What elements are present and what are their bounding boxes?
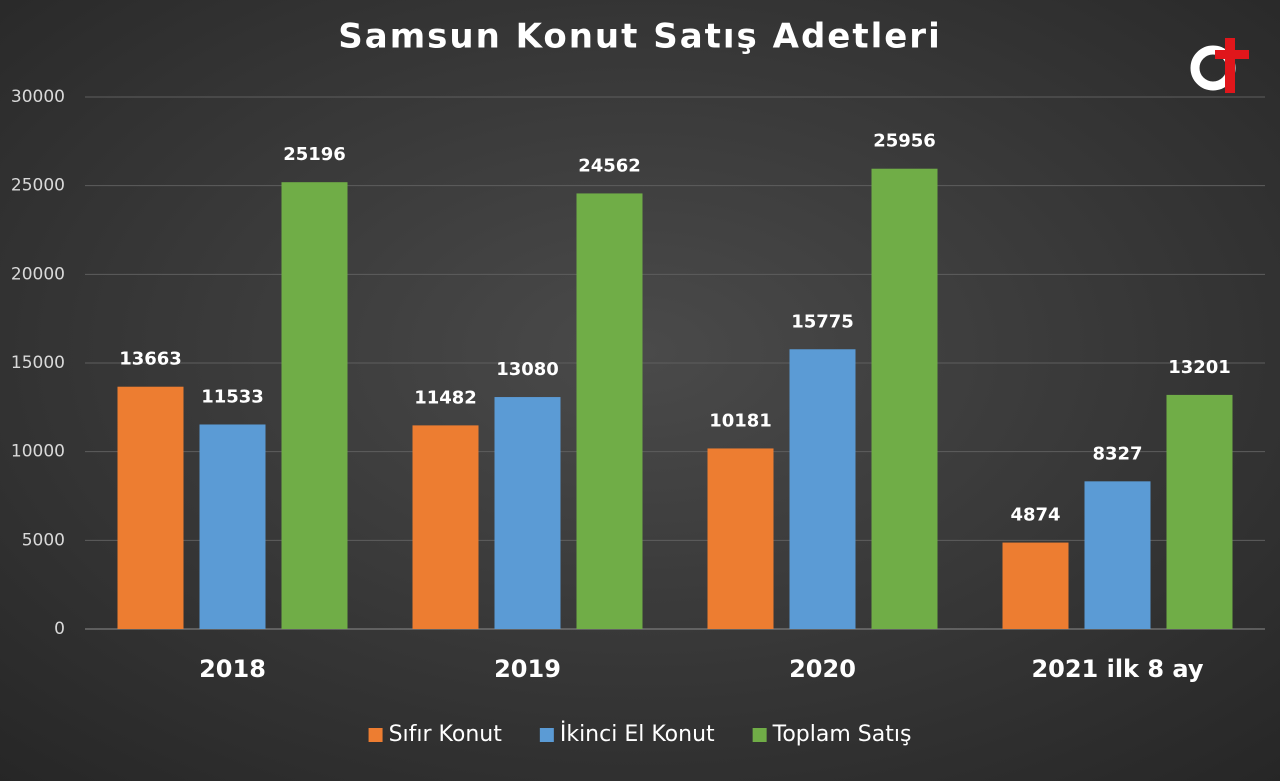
legend-label: Toplam Satış [772, 722, 912, 747]
legend-swatch [368, 728, 383, 742]
y-tick-label: 20000 [11, 264, 65, 284]
x-tick-label: 2019 [494, 655, 561, 683]
value-label: 13080 [496, 359, 559, 380]
x-tick-label: 2021 ilk 8 ay [1031, 655, 1203, 683]
value-label: 11482 [414, 387, 477, 408]
bar [117, 386, 184, 629]
y-tick-label: 5000 [22, 530, 65, 550]
bar [1166, 394, 1233, 629]
y-tick-label: 15000 [11, 353, 65, 373]
value-label: 13663 [119, 349, 182, 370]
y-tick-label: 10000 [11, 442, 65, 462]
bar [789, 349, 856, 629]
y-tick-label: 0 [54, 619, 65, 639]
chart-title: Samsun Konut Satış Adetleri [338, 17, 941, 57]
value-label: 24562 [578, 155, 641, 176]
value-label: 25956 [873, 131, 936, 152]
bar [412, 425, 479, 629]
legend-label: Sıfır Konut [389, 722, 503, 747]
value-label: 15775 [791, 311, 854, 332]
logo-bar [1225, 38, 1235, 93]
bar [199, 424, 266, 629]
value-label: 13201 [1168, 357, 1231, 378]
value-label: 11533 [201, 386, 264, 407]
bar [576, 193, 643, 629]
legend-label: İkinci El Konut [560, 721, 715, 747]
logo [1190, 38, 1249, 93]
y-tick-label: 30000 [11, 87, 65, 107]
bar [281, 182, 348, 630]
value-label: 25196 [283, 144, 346, 165]
logo-cross [1215, 50, 1249, 59]
bar [494, 397, 561, 629]
legend-swatch [752, 728, 767, 742]
bar [871, 168, 938, 629]
y-tick-label: 25000 [11, 176, 65, 196]
bar [1002, 542, 1069, 629]
value-label: 4874 [1010, 505, 1060, 526]
value-label: 8327 [1092, 443, 1142, 464]
x-tick-label: 2018 [199, 655, 266, 683]
legend-swatch [539, 728, 554, 742]
bar [707, 448, 774, 629]
x-tick-label: 2020 [789, 655, 856, 683]
bar [1084, 481, 1151, 629]
value-label: 10181 [709, 410, 772, 431]
